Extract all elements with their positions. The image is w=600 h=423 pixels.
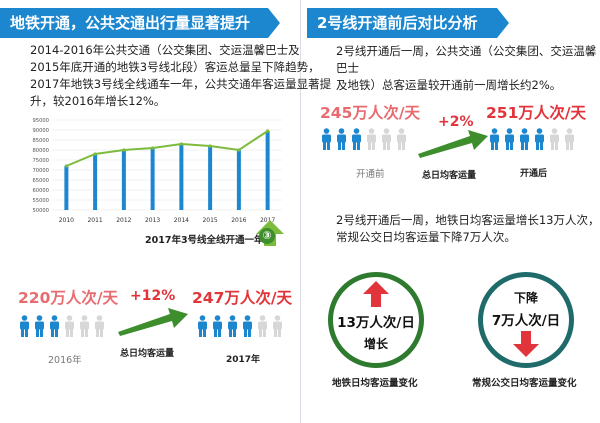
x-tick-label: 2012 [116, 217, 131, 224]
y-tick-label: 65000 [32, 178, 49, 184]
right-para-line: 及地铁）总客运量较开通前一周增长约2%。 [336, 78, 562, 92]
bus-change-label: 下降 [513, 291, 538, 305]
x-tick-label: 2014 [174, 217, 189, 224]
right-paragraph: 2号线开通后一周，公共交通（公交集团、交运温馨巴士 及地铁）总客运量较开通前一周… [336, 43, 600, 94]
right-paragraph-2: 2号线开通后一周，地铁日均客运量增长13万人次， 常规公交日均客运量下降7万人次… [336, 212, 599, 246]
x-tick-label: 2013 [145, 217, 160, 224]
left-change-pct: +12% [130, 288, 176, 304]
left-green-arrow-icon [118, 308, 188, 336]
left-after-people [196, 315, 286, 341]
left-banner: 地铁开通，公共交通出行量显著提升 [0, 8, 268, 38]
right-banner: 2号线开通前后对比分析 [307, 8, 497, 38]
right-before-people [320, 128, 410, 154]
center-divider [300, 0, 301, 423]
step-badge: ③ [259, 228, 275, 244]
left-after-value: 247万人次/天 [192, 289, 293, 307]
chart-point [151, 146, 155, 150]
chart-bar [150, 148, 155, 210]
right-para2-line: 2号线开通后一周，地铁日均客运量增长13万人次， [336, 213, 600, 227]
metro-change-label: 增长 [363, 337, 388, 351]
chart-bar [208, 146, 213, 210]
right-para2-line: 常规公交日均客运量下降7万人次。 [336, 230, 516, 244]
left-metric-label: 总日均客运量 [120, 349, 175, 359]
chart-bar [179, 144, 184, 210]
left-after-year: 2017年 [226, 355, 261, 365]
x-tick-label: 2016 [231, 217, 246, 224]
x-tick-label: 2015 [202, 217, 217, 224]
y-tick-label: 70000 [32, 168, 49, 174]
chart-bar [265, 131, 270, 210]
y-tick-label: 50000 [32, 208, 49, 214]
right-after-label: 开通后 [520, 169, 548, 179]
y-tick-label: 75000 [32, 158, 49, 164]
chart-point [64, 164, 68, 168]
left-para-line: 2014-2016年公共交通（公交集团、交运温馨巴士及 [30, 43, 300, 57]
chart-bar [121, 150, 126, 210]
left-before-year: 2016年 [48, 355, 82, 366]
ridership-chart: 50000 55000 60000 65000 70000 75000 80000 85000… [32, 118, 282, 224]
right-green-arrow-icon [418, 130, 488, 158]
right-change-pct: +2% [438, 114, 474, 130]
x-tick-label: 2010 [59, 217, 74, 224]
x-tick-label: 2017 [260, 217, 275, 224]
x-tick-label: 2011 [87, 217, 102, 224]
chart-trend-line [65, 130, 269, 167]
metro-change-value: 13万人次/日 [337, 315, 415, 331]
chart-point [208, 144, 212, 148]
right-after-people [488, 128, 578, 154]
chart-point [237, 148, 241, 152]
y-tick-label: 90000 [32, 128, 49, 134]
metro-caption: 地铁日均客运量变化 [332, 378, 418, 389]
y-tick-label: 60000 [32, 188, 49, 194]
right-before-value: 245万人次/天 [320, 104, 421, 122]
chart-point [122, 148, 126, 152]
chart-annotation: 2017年3号线全线开通一年 [145, 235, 264, 246]
y-tick-label: 95000 [32, 118, 49, 124]
bus-change-value: 7万人次/日 [491, 313, 561, 329]
y-tick-label: 55000 [32, 198, 49, 204]
left-para-line: 2015年底开通的地铁3号线北段）客运总量呈下降趋势， [30, 60, 320, 74]
left-paragraph: 2014-2016年公共交通（公交集团、交运温馨巴士及 2015年底开通的地铁3… [30, 42, 331, 110]
chart-point [266, 129, 270, 133]
bus-caption: 常规公交日均客运量变化 [472, 378, 577, 389]
chart-bar [93, 154, 98, 210]
right-metric-label: 总日均客运量 [422, 171, 477, 181]
right-banner-notch [497, 8, 509, 38]
metro-change-circle: 13万人次/日 增长 [328, 272, 424, 368]
chart-bar [64, 166, 69, 210]
right-para-line: 2号线开通后一周，公共交通（公交集团、交运温馨巴士 [336, 44, 597, 75]
left-before-value: 220万人次/天 [18, 289, 119, 307]
right-before-label: 开通前 [356, 169, 385, 180]
left-before-people [18, 315, 108, 341]
chart-point [179, 142, 183, 146]
chart-point [93, 152, 97, 156]
y-tick-label: 85000 [32, 138, 49, 144]
bus-change-circle: 下降 7万人次/日 [478, 272, 574, 368]
chart-bar [236, 150, 241, 210]
y-tick-label: 80000 [32, 148, 49, 154]
red-up-arrow-icon [363, 281, 389, 307]
right-after-value: 251万人次/天 [486, 104, 587, 122]
red-down-arrow-icon [513, 331, 539, 357]
left-para-line: 2017年地铁3号线全线通车一年，公共交通年客运量显著提 [30, 77, 332, 91]
left-banner-notch [268, 8, 280, 38]
left-para-line: 升，较2016年增长12%。 [30, 94, 166, 108]
